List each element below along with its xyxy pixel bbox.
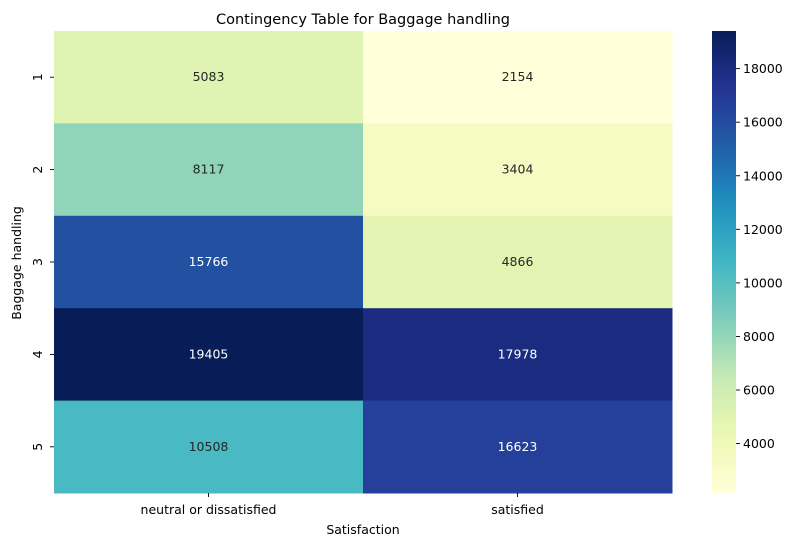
colorbar-gradient bbox=[712, 31, 736, 493]
cell-value-label: 19405 bbox=[189, 346, 229, 361]
cell-value-label: 10508 bbox=[189, 439, 229, 454]
x-tick-label: satisfied bbox=[491, 502, 544, 517]
cell-value-label: 16623 bbox=[498, 439, 538, 454]
heatmap-cell bbox=[363, 215, 673, 309]
cell-value-label: 2154 bbox=[502, 69, 534, 84]
colorbar-tick-label: 6000 bbox=[743, 383, 775, 398]
colorbar-tick-label: 10000 bbox=[743, 275, 783, 290]
y-tick-label: 3 bbox=[30, 258, 45, 266]
x-axis-label: Satisfaction bbox=[326, 522, 399, 537]
x-axis: neutral or dissatisfied satisfied bbox=[141, 493, 544, 517]
y-axis-label: Baggage handling bbox=[9, 206, 24, 320]
cell-value-label: 4866 bbox=[502, 254, 534, 269]
y-tick-label: 5 bbox=[30, 443, 45, 451]
chart-title: Contingency Table for Baggage handling bbox=[216, 12, 510, 28]
heatmap-cell bbox=[363, 31, 673, 124]
y-tick-label: 4 bbox=[30, 350, 45, 358]
colorbar: 4000 6000 8000 10000 12000 14000 16000 18000 bbox=[712, 31, 783, 493]
y-tick-label: 2 bbox=[30, 166, 45, 174]
heatmap-cell bbox=[54, 31, 364, 124]
heatmap-cell bbox=[54, 123, 364, 217]
colorbar-tick-label: 4000 bbox=[743, 436, 775, 451]
colorbar-tick-label: 14000 bbox=[743, 168, 783, 183]
x-tick-label: neutral or dissatisfied bbox=[141, 502, 277, 517]
colorbar-tick-label: 8000 bbox=[743, 329, 775, 344]
heatmap-cell bbox=[54, 400, 364, 494]
cell-value-label: 15766 bbox=[189, 254, 229, 269]
cell-value-label: 3404 bbox=[502, 162, 534, 177]
y-axis: 1 2 3 4 5 bbox=[30, 73, 54, 451]
colorbar-tick-label: 16000 bbox=[743, 115, 783, 130]
cell-value-label: 17978 bbox=[498, 346, 538, 361]
y-tick-label: 1 bbox=[30, 73, 45, 81]
cell-value-label: 8117 bbox=[193, 162, 225, 177]
colorbar-tick-label: 12000 bbox=[743, 222, 783, 237]
colorbar-tick-label: 18000 bbox=[743, 61, 783, 76]
heatmap-cell bbox=[54, 215, 364, 309]
cell-annotations: 5083 2154 8117 3404 15766 4866 19405 17978 10508… bbox=[189, 69, 538, 454]
cell-value-label: 5083 bbox=[193, 69, 225, 84]
heatmap-cells bbox=[54, 31, 673, 494]
heatmap-cell bbox=[363, 400, 673, 494]
heatmap-cell bbox=[54, 308, 364, 402]
heatmap-cell bbox=[363, 308, 673, 402]
heatmap-cell bbox=[363, 123, 673, 217]
